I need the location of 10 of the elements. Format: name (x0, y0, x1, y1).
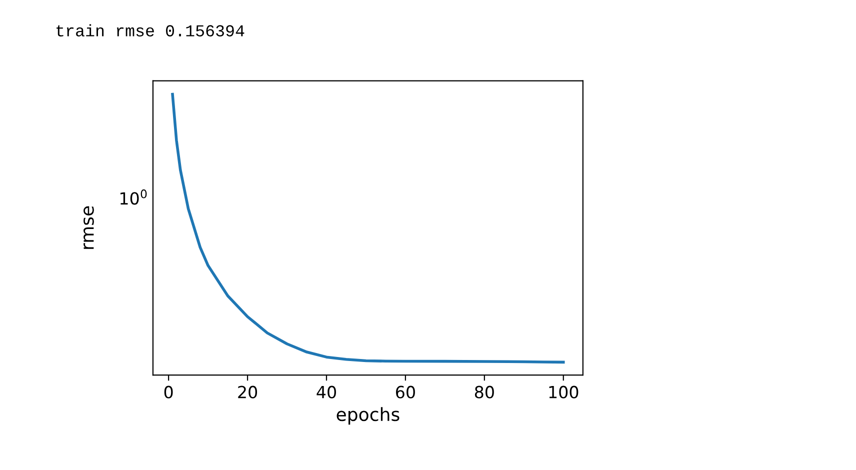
x-tick-label: 60 (396, 386, 415, 398)
x-tick-label: 40 (316, 386, 336, 398)
x-tick-label: 80 (474, 386, 494, 398)
x-tick-label: 0 (164, 386, 173, 398)
x-axis-title: epochs (336, 407, 400, 425)
x-tick-label: 20 (238, 386, 258, 398)
text: 10$^{0}$ (120, 189, 147, 205)
y-axis-title: rmse (84, 206, 94, 249)
text: train rmse 0.156394 (56, 24, 244, 36)
x-tick-label: 100 (549, 386, 578, 398)
